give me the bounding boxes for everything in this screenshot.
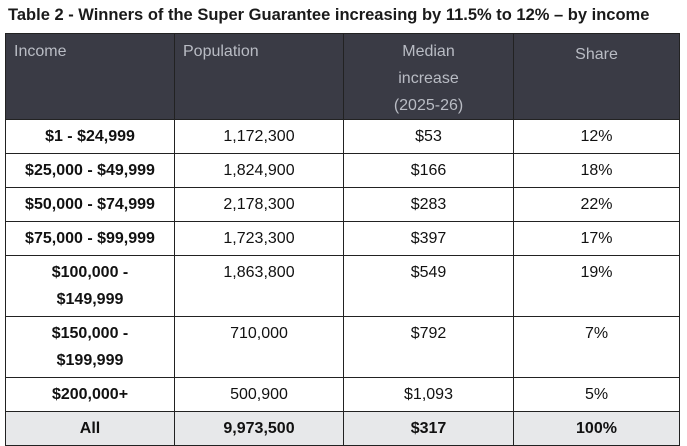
table-row: $25,000 - $49,999 1,824,900 $166 18% [5, 153, 680, 188]
table-body: $1 - $24,999 1,172,300 $53 12% $25,000 -… [5, 119, 680, 446]
total-share-cell: 100% [513, 411, 680, 446]
table-header: Income Population Median increase (2025-… [5, 33, 680, 120]
income-cell: $25,000 - $49,999 [5, 153, 175, 188]
income-line1: $150,000 - [51, 325, 129, 342]
median-cell: $792 [343, 316, 514, 378]
table-row: $200,000+ 500,900 $1,093 5% [5, 377, 680, 412]
share-cell: 22% [513, 187, 680, 222]
header-median-line2: increase [398, 70, 459, 87]
population-cell: 1,172,300 [174, 119, 344, 154]
share-cell: 18% [513, 153, 680, 188]
share-cell: 7% [513, 316, 680, 378]
header-median-line3: (2025-26) [393, 97, 464, 114]
income-cell: $100,000 - $149,999 [5, 255, 175, 317]
median-cell: $166 [343, 153, 514, 188]
income-line2: $199,999 [56, 352, 124, 369]
population-cell: 1,824,900 [174, 153, 344, 188]
income-cell: $1 - $24,999 [5, 119, 175, 154]
table-row: $50,000 - $74,999 2,178,300 $283 22% [5, 187, 680, 222]
total-population-cell: 9,973,500 [174, 411, 344, 446]
total-median-cell: $317 [343, 411, 514, 446]
share-cell: 19% [513, 255, 680, 317]
income-cell: $200,000+ [5, 377, 175, 412]
header-median-line1: Median [402, 43, 455, 60]
income-cell: $150,000 - $199,999 [5, 316, 175, 378]
header-median-increase: Median increase (2025-26) [343, 33, 514, 120]
total-row: All 9,973,500 $317 100% [5, 411, 680, 446]
income-cell: $50,000 - $74,999 [5, 187, 175, 222]
population-cell: 2,178,300 [174, 187, 344, 222]
median-cell: $1,093 [343, 377, 514, 412]
share-cell: 12% [513, 119, 680, 154]
income-line1: $100,000 - [51, 264, 129, 281]
share-cell: 17% [513, 221, 680, 256]
population-cell: 710,000 [174, 316, 344, 378]
table-row: $1 - $24,999 1,172,300 $53 12% [5, 119, 680, 154]
median-cell: $549 [343, 255, 514, 317]
income-cell: $75,000 - $99,999 [5, 221, 175, 256]
table-row: $100,000 - $149,999 1,863,800 $549 19% [5, 255, 680, 317]
header-row: Income Population Median increase (2025-… [5, 33, 680, 120]
median-cell: $53 [343, 119, 514, 154]
population-cell: 1,863,800 [174, 255, 344, 317]
share-cell: 5% [513, 377, 680, 412]
header-population: Population [174, 33, 344, 120]
population-cell: 1,723,300 [174, 221, 344, 256]
median-cell: $397 [343, 221, 514, 256]
table-title: Table 2 - Winners of the Super Guarantee… [8, 6, 650, 24]
table-row: $75,000 - $99,999 1,723,300 $397 17% [5, 221, 680, 256]
total-income-cell: All [5, 411, 175, 446]
population-cell: 500,900 [174, 377, 344, 412]
table-row: $150,000 - $199,999 710,000 $792 7% [5, 316, 680, 378]
income-line2: $149,999 [56, 291, 124, 308]
header-income: Income [5, 33, 175, 120]
median-cell: $283 [343, 187, 514, 222]
header-share: Share [513, 33, 680, 120]
winners-table: Income Population Median increase (2025-… [5, 33, 680, 446]
